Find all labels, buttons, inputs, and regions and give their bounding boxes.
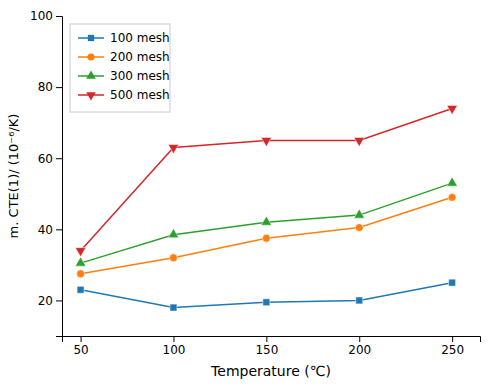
tick: 250 bbox=[441, 336, 464, 357]
series-line bbox=[81, 283, 453, 308]
point bbox=[262, 234, 270, 242]
chart: 50 100 150 200 250 20 40 60 80 100 100 mesh 200 mes… bbox=[0, 0, 500, 388]
point bbox=[261, 137, 272, 146]
legend-symbol bbox=[86, 70, 96, 78]
legend-frame bbox=[70, 24, 170, 112]
point bbox=[168, 145, 179, 154]
legend: 100 mesh 200 mesh 300 mesh 500 mesh bbox=[70, 24, 170, 112]
tick: 50 bbox=[73, 336, 88, 357]
tick-mark bbox=[56, 229, 62, 230]
tick-mark bbox=[56, 16, 62, 17]
plot: 50 100 150 200 250 20 40 60 80 100 100 mesh 200 mes… bbox=[30, 9, 480, 356]
legend-item: 100 mesh bbox=[78, 31, 170, 45]
point bbox=[354, 137, 365, 146]
legend-item: 500 mesh bbox=[78, 88, 170, 102]
axis-line bbox=[63, 337, 481, 343]
tick-label: 50 bbox=[73, 343, 88, 357]
point bbox=[75, 257, 86, 266]
tick: 80 bbox=[38, 80, 62, 94]
tick-label: 150 bbox=[255, 343, 278, 357]
legend-label: 300 mesh bbox=[110, 69, 170, 83]
tick: 100 bbox=[30, 9, 62, 23]
point bbox=[170, 304, 177, 311]
tick-mark bbox=[56, 87, 62, 88]
point bbox=[448, 193, 456, 201]
tick-mark bbox=[266, 336, 267, 342]
tick: 40 bbox=[38, 223, 62, 237]
point bbox=[354, 209, 365, 218]
axis-line bbox=[56, 17, 63, 337]
tick-mark bbox=[452, 336, 453, 342]
x-axis-title: Temperature (℃) bbox=[210, 363, 331, 379]
point bbox=[447, 177, 458, 186]
legend-item: 200 mesh bbox=[78, 50, 170, 64]
tick-mark bbox=[359, 336, 360, 342]
tick-label: 40 bbox=[38, 223, 53, 237]
point bbox=[75, 248, 86, 257]
point bbox=[356, 297, 363, 304]
tick: 100 bbox=[163, 336, 186, 357]
series-line bbox=[81, 197, 453, 273]
point bbox=[447, 105, 458, 114]
series-line bbox=[81, 183, 453, 263]
tick-label: 100 bbox=[163, 343, 186, 357]
point bbox=[77, 270, 85, 278]
x-axis: 50 100 150 200 250 bbox=[63, 336, 481, 357]
legend-label: 200 mesh bbox=[110, 50, 170, 64]
tick-mark bbox=[56, 158, 62, 159]
tick: 60 bbox=[38, 152, 62, 166]
point bbox=[449, 279, 456, 286]
marks bbox=[75, 105, 457, 311]
legend-symbol bbox=[88, 35, 94, 41]
tick: 20 bbox=[38, 294, 62, 308]
tick-label: 250 bbox=[441, 343, 464, 357]
point bbox=[261, 216, 272, 225]
point bbox=[170, 254, 178, 262]
tick-label: 60 bbox=[38, 152, 53, 166]
point bbox=[263, 299, 270, 306]
tick-label: 80 bbox=[38, 80, 53, 94]
tick-mark bbox=[56, 300, 62, 301]
tick: 150 bbox=[255, 336, 278, 357]
legend-symbol bbox=[87, 53, 94, 60]
y-axis: 20 40 60 80 100 bbox=[30, 9, 62, 336]
point bbox=[355, 224, 363, 232]
tick: 200 bbox=[348, 336, 371, 357]
tick-label: 20 bbox=[38, 294, 53, 308]
tick-label: 200 bbox=[348, 343, 371, 357]
y-axis-title: m. CTE(1)/ (10⁻⁶/K) bbox=[6, 114, 21, 239]
tick-mark bbox=[81, 336, 82, 342]
legend-label: 100 mesh bbox=[110, 31, 170, 45]
point bbox=[77, 286, 84, 293]
tick-label: 100 bbox=[30, 9, 53, 23]
legend-symbol bbox=[86, 92, 96, 100]
legend-item: 300 mesh bbox=[78, 69, 170, 83]
legend-label: 500 mesh bbox=[110, 88, 170, 102]
series-line bbox=[81, 108, 453, 250]
tick-mark bbox=[173, 336, 174, 342]
point bbox=[168, 229, 179, 238]
